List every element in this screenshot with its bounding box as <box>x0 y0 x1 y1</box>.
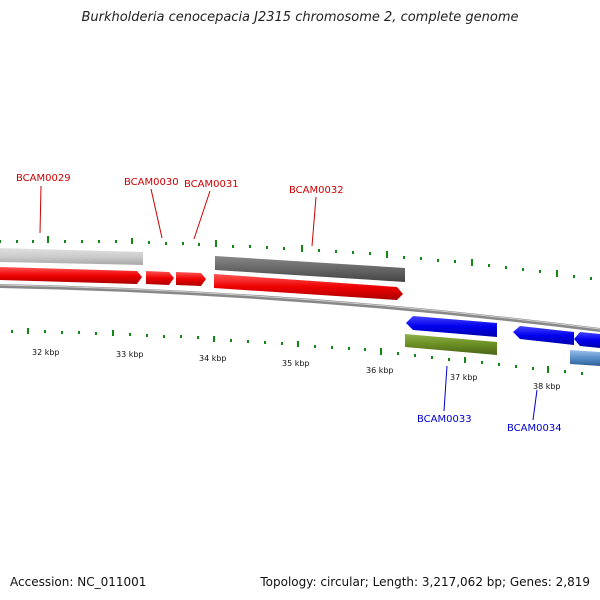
tick-label-38kbp: 38 kbp <box>533 382 561 391</box>
label-leaders <box>39 185 538 421</box>
gene-label-bcam0033[interactable]: BCAM0033 <box>417 414 472 425</box>
cds-arrow-bcam0033[interactable] <box>406 316 497 337</box>
tick-label-35kbp: 35 kbp <box>282 359 310 368</box>
tick-label-32kbp: 32 kbp <box>32 348 60 357</box>
gene-label-bcam0031[interactable]: BCAM0031 <box>184 179 239 190</box>
gene-label-bcam0032[interactable]: BCAM0032 <box>289 185 344 196</box>
cds-arrow-bcam0034[interactable] <box>513 326 574 345</box>
cds-arrow-bcam0031[interactable] <box>176 272 206 286</box>
gray-feature-block[interactable] <box>215 256 405 282</box>
genome-backbone <box>0 284 600 332</box>
gene-label-bcam0030[interactable]: BCAM0030 <box>124 177 179 188</box>
gene-label-bcam0029[interactable]: BCAM0029 <box>16 173 71 184</box>
cds-arrow-bcam0030[interactable] <box>146 271 174 285</box>
upper-tick-track <box>0 236 592 280</box>
lower-tick-track <box>11 328 583 375</box>
accession-text: Accession: NC_011001 <box>10 575 147 589</box>
cds-arrow-bcam0032[interactable] <box>214 274 403 300</box>
tick-label-37kbp: 37 kbp <box>450 373 478 382</box>
gene-label-bcam0034[interactable]: BCAM0034 <box>507 423 562 434</box>
green-feature-block[interactable] <box>405 334 497 355</box>
map-title: Burkholderia cenocepacia J2315 chromosom… <box>81 10 519 25</box>
steel-feature-block[interactable] <box>570 350 600 366</box>
tick-label-33kbp: 33 kbp <box>116 350 144 359</box>
cds-arrow-bcam0029[interactable] <box>0 267 142 284</box>
genome-summary-text: Topology: circular; Length: 3,217,062 bp… <box>260 575 590 589</box>
tick-label-36kbp: 36 kbp <box>366 366 394 375</box>
cds-arrow-next[interactable] <box>574 332 600 348</box>
light-feature-block[interactable] <box>0 248 143 265</box>
tick-label-34kbp: 34 kbp <box>199 354 227 363</box>
